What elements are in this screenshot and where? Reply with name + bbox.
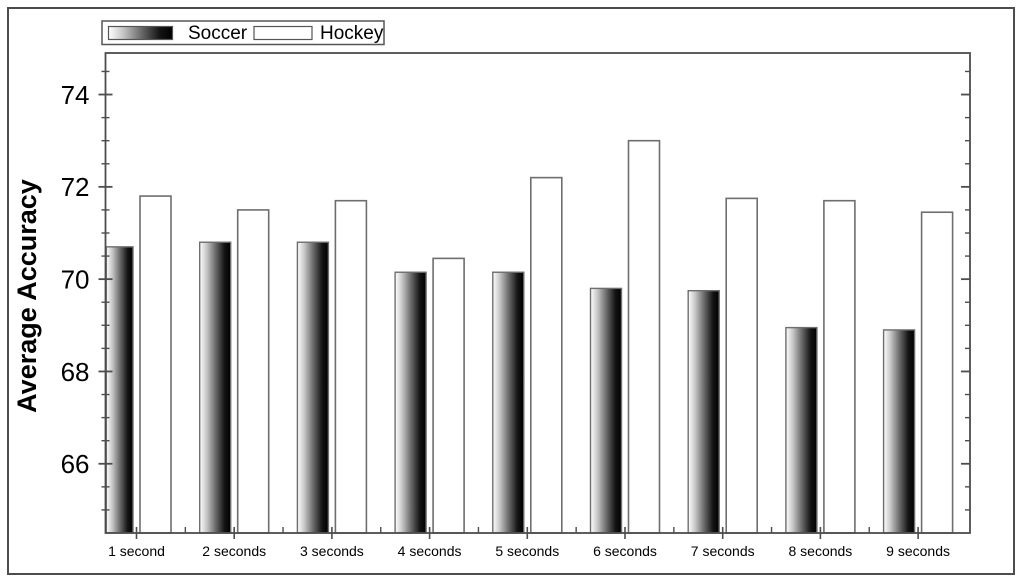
- figure-border: [7, 7, 1015, 575]
- bar-soccer-9: [882, 329, 916, 534]
- bar-soccer-7: [687, 289, 720, 534]
- legend-label-hockey: Hockey: [320, 23, 384, 44]
- bar-hockey-3: [334, 199, 368, 534]
- x-category-label: 8 seconds: [788, 543, 852, 559]
- bar-soccer-8: [785, 326, 818, 534]
- legend-label-soccer: Soccer: [188, 23, 248, 44]
- x-category-label: 6 seconds: [593, 543, 657, 559]
- x-category-label: 2 seconds: [202, 543, 266, 559]
- bar-hockey-4: [432, 257, 465, 534]
- bar-hockey-2: [236, 209, 270, 534]
- bar-hockey-8: [823, 199, 856, 534]
- y-tick-label: 70: [61, 265, 90, 295]
- bar-hockey-9: [920, 211, 954, 534]
- bar-soccer-6: [589, 287, 623, 534]
- bar-hockey-1: [139, 195, 172, 534]
- x-category-label: 4 seconds: [398, 543, 462, 559]
- legend-swatch-soccer: [107, 25, 174, 41]
- bar-hockey-5: [529, 176, 563, 534]
- x-category-label: 1 second: [108, 543, 165, 559]
- y-tick-label: 66: [61, 449, 90, 479]
- bar-soccer-3: [296, 241, 330, 534]
- bar-hockey-6: [627, 139, 661, 534]
- y-tick-label: 74: [61, 80, 90, 110]
- x-category-label: 7 seconds: [691, 543, 755, 559]
- bar-hockey-7: [725, 197, 759, 534]
- bar-soccer-4: [394, 271, 427, 534]
- x-category-label: 5 seconds: [495, 543, 559, 559]
- x-category-label: 3 seconds: [300, 543, 364, 559]
- plot-frame: [104, 52, 971, 534]
- bar-soccer-5: [492, 271, 525, 534]
- bar-soccer-1: [105, 246, 134, 534]
- y-tick-label: 68: [61, 357, 90, 387]
- y-axis-title: Average Accuracy: [12, 179, 42, 413]
- legend-swatch-hockey: [253, 25, 313, 41]
- bar-soccer-2: [198, 241, 232, 534]
- y-tick-label: 72: [61, 172, 90, 202]
- x-category-label: 9 seconds: [886, 543, 950, 559]
